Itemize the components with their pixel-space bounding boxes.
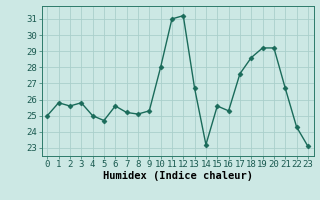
X-axis label: Humidex (Indice chaleur): Humidex (Indice chaleur) [103,171,252,181]
